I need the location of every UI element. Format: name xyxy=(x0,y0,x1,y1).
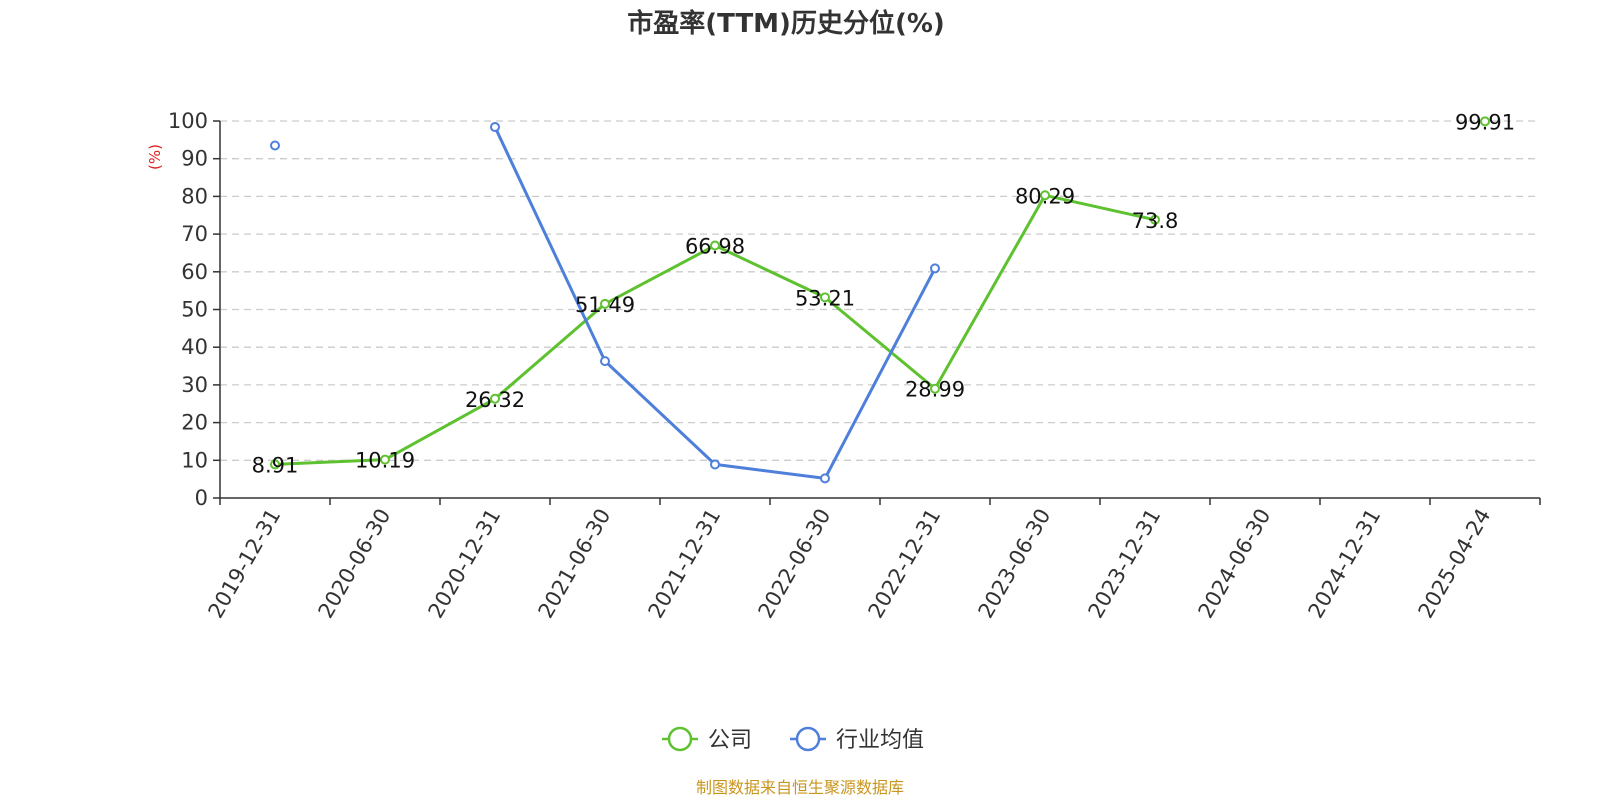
data-point[interactable] xyxy=(1040,190,1050,201)
data-point[interactable] xyxy=(600,298,610,309)
data-point[interactable] xyxy=(380,454,390,465)
x-tick-label: 2019-12-31 xyxy=(204,505,286,623)
x-tick-label: 2022-06-30 xyxy=(754,505,836,623)
data-point[interactable] xyxy=(930,263,940,274)
x-tick-label: 2023-06-30 xyxy=(974,505,1056,623)
series-lines xyxy=(274,126,1156,480)
data-label: 28.99 xyxy=(905,378,965,402)
x-tick-label: 2022-12-31 xyxy=(864,505,946,623)
y-tick-label: 30 xyxy=(181,373,208,397)
data-label: 8.91 xyxy=(252,453,299,477)
data-point[interactable] xyxy=(820,292,830,303)
legend-label: 行业均值 xyxy=(836,728,924,753)
data-point[interactable] xyxy=(270,140,280,151)
y-tick-label: 60 xyxy=(181,260,208,284)
data-label: 73.8 xyxy=(1132,209,1179,233)
x-tick-label: 2020-12-31 xyxy=(424,505,506,623)
data-point[interactable] xyxy=(600,356,610,367)
data-labels: 8.91 10.19 26.32 51.49 66.98 53.21 28.99 80.29 7… xyxy=(252,110,1515,477)
y-tick-label: 70 xyxy=(181,222,208,246)
legend-item-0[interactable]: 公司 xyxy=(662,726,752,753)
legend-marker xyxy=(795,726,821,752)
data-label: 66.98 xyxy=(685,234,745,258)
grid-lines xyxy=(220,120,1540,461)
y-tick-label: 100 xyxy=(168,109,208,133)
series-line-1 xyxy=(493,126,937,480)
source-note: 制图数据来自恒生聚源数据库 xyxy=(696,778,904,797)
legend[interactable]: 公司 行业均值 xyxy=(662,726,924,753)
x-tick-label: 2021-12-31 xyxy=(644,505,726,623)
y-tick-label: 0 xyxy=(195,486,208,510)
x-tick-label: 2024-06-30 xyxy=(1194,505,1276,623)
legend-marker xyxy=(667,726,693,752)
data-point[interactable] xyxy=(270,459,280,470)
y-tick-label: 10 xyxy=(181,448,208,472)
data-point[interactable] xyxy=(710,459,720,470)
data-label: 51.49 xyxy=(575,293,635,317)
axes: 0 10 20 30 40 50 60 70 80 90 100 2019-12-31 2020-06-… xyxy=(168,109,1541,623)
y-tick-label: 50 xyxy=(181,298,208,322)
x-tick-label: 2021-06-30 xyxy=(534,505,616,623)
data-point[interactable] xyxy=(1480,116,1490,127)
data-point[interactable] xyxy=(490,122,500,133)
data-label: 99.91 xyxy=(1455,110,1515,134)
x-tick-label: 2023-12-31 xyxy=(1084,505,1166,623)
y-axis-label: (%) xyxy=(146,144,164,170)
legend-item-1[interactable]: 行业均值 xyxy=(790,726,924,753)
data-point[interactable] xyxy=(1150,214,1160,225)
x-tick-label: 2024-12-31 xyxy=(1304,505,1386,623)
y-tick-label: 80 xyxy=(181,184,208,208)
point-markers xyxy=(270,116,1490,484)
data-point[interactable] xyxy=(710,240,720,251)
data-label: 10.19 xyxy=(355,449,415,473)
x-tick-label: 2025-04-24 xyxy=(1414,505,1496,623)
legend-label: 公司 xyxy=(708,728,752,753)
data-label: 26.32 xyxy=(465,388,525,412)
y-tick-label: 40 xyxy=(181,335,208,359)
data-point[interactable] xyxy=(820,473,830,484)
data-label: 53.21 xyxy=(795,286,855,310)
data-point[interactable] xyxy=(490,393,500,404)
y-tick-label: 90 xyxy=(181,147,208,171)
y-tick-label: 20 xyxy=(181,411,208,435)
data-label: 80.29 xyxy=(1015,184,1075,208)
data-point[interactable] xyxy=(930,383,940,394)
chart-title: 市盈率(TTM)历史分位(%) xyxy=(627,8,945,39)
x-tick-label: 2020-06-30 xyxy=(314,505,396,623)
